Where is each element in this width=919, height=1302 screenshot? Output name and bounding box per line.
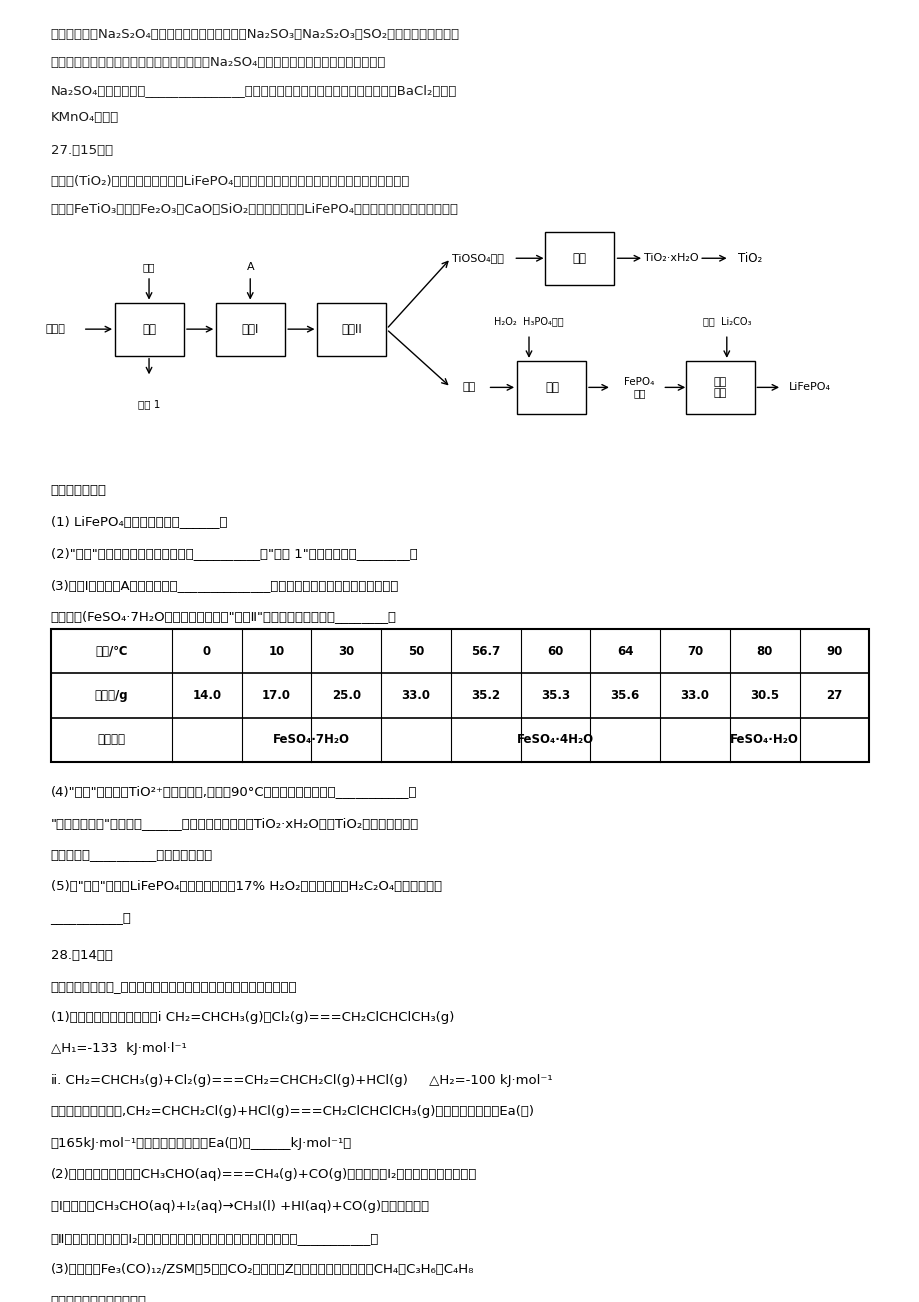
Text: 90: 90 — [825, 644, 842, 658]
Text: 回答下列问题：: 回答下列问题： — [51, 483, 107, 496]
Text: 30: 30 — [338, 644, 354, 658]
Text: 隔绝空气加热Na₂S₂O₄固体完全分解得到固体产物Na₂SO₃、Na₂S₂O₃和SO₂，但该兴趣小组没有: 隔绝空气加热Na₂S₂O₄固体完全分解得到固体产物Na₂SO₃、Na₂S₂O₃和… — [51, 27, 460, 40]
Text: 50: 50 — [407, 644, 424, 658]
Text: TiOSO₄溶液: TiOSO₄溶液 — [452, 254, 504, 263]
Text: 碳的化合物在工业_上应用广泛，下面有几种碳的化合物的具体应用：: 碳的化合物在工业_上应用广泛，下面有几种碳的化合物的具体应用： — [51, 980, 297, 993]
Text: 为165kJ·mol⁻¹，则正反应的活化能Ea(正)为______kJ·mol⁻¹。: 为165kJ·mol⁻¹，则正反应的活化能Ea(正)为______kJ·mol⁻… — [51, 1137, 351, 1150]
Text: 60: 60 — [547, 644, 563, 658]
Text: 35.6: 35.6 — [610, 689, 640, 702]
Bar — [317, 302, 386, 355]
Text: 草酸  Li₂CO₃: 草酸 Li₂CO₃ — [702, 316, 750, 327]
Text: 成分为FeTiO₃和少量Fe₂O₃、CaO、SiO₂）进行钛白粉和LiFePO₄的联合生产工艺如下图所示：: 成分为FeTiO₃和少量Fe₂O₃、CaO、SiO₂）进行钛白粉和LiFePO₄… — [51, 203, 458, 216]
Text: (1) LiFePO₄中铁的化合价是______。: (1) LiFePO₄中铁的化合价是______。 — [51, 516, 227, 529]
Text: 33.0: 33.0 — [401, 689, 430, 702]
Text: FePO₄
固体: FePO₄ 固体 — [623, 376, 654, 398]
Text: 33.0: 33.0 — [680, 689, 709, 702]
Text: Na₂SO₄。实验方案是_______________。（可选试剂：稀盐酸、稀硫酸、稀硝酸、BaCl₂溶液、: Na₂SO₄。实验方案是_______________。（可选试剂：稀盐酸、稀硫… — [51, 83, 457, 96]
Text: 35.3: 35.3 — [540, 689, 570, 702]
Text: TiO₂: TiO₂ — [737, 251, 761, 264]
Text: 酸浸: 酸浸 — [142, 323, 156, 336]
Text: 17.0: 17.0 — [262, 689, 290, 702]
Text: 温度/℃: 温度/℃ — [95, 644, 128, 658]
Text: 10: 10 — [268, 644, 284, 658]
Bar — [516, 361, 586, 414]
Text: 30.5: 30.5 — [749, 689, 778, 702]
Text: 溶解度/g: 溶解度/g — [95, 689, 128, 702]
Text: "转化后的滤液"可返回到______工序循环利用。煅烧TiO₂·xH₂O获得TiO₂会发黄，发黄的: "转化后的滤液"可返回到______工序循环利用。煅烧TiO₂·xH₂O获得Ti… — [51, 816, 418, 829]
Text: (4)"转化"利用的是TiO²⁺的水解过程,则其在90°C水解的离子方程式为___________。: (4)"转化"利用的是TiO²⁺的水解过程,则其在90°C水解的离子方程式为__… — [51, 785, 416, 798]
Text: 硫酸: 硫酸 — [142, 262, 155, 272]
Text: 27.（15分）: 27.（15分） — [51, 145, 113, 158]
Text: 做到完全隔绝空气，得到的固体产物中还含有Na₂SO₄。请设计实验证明该分解产物中含有: 做到完全隔绝空气，得到的固体产物中还含有Na₂SO₄。请设计实验证明该分解产物中… — [51, 56, 386, 69]
Text: (3)操作Ⅰ加入过量A物质的目的是______________；硫酸亚铁晶体的溶解度如表所示，: (3)操作Ⅰ加入过量A物质的目的是______________；硫酸亚铁晶体的溶… — [51, 578, 399, 591]
Text: 杂质可能是__________（填化学式）。: 杂质可能是__________（填化学式）。 — [51, 848, 212, 861]
Text: TiO₂·xH₂O: TiO₂·xH₂O — [643, 254, 698, 263]
Text: (1)已知下列热化学方程式：ⅰ CH₂=CHCH₃(g)＋Cl₂(g)===CH₂ClCHClCH₃(g): (1)已知下列热化学方程式：ⅰ CH₂=CHCH₃(g)＋Cl₂(g)===CH… — [51, 1012, 453, 1025]
Text: FeSO₄·H₂O: FeSO₄·H₂O — [730, 733, 799, 746]
Text: 操作II: 操作II — [341, 323, 361, 336]
Text: △H₁=-133  kJ·mol·l⁻¹: △H₁=-133 kJ·mol·l⁻¹ — [51, 1042, 187, 1055]
Text: 27: 27 — [825, 689, 842, 702]
Text: (2)查阅资料得知，反应CH₃CHO(aq)===CH₄(g)+CO(g)在含有少量I₂的溶液中分两步进行：: (2)查阅资料得知，反应CH₃CHO(aq)===CH₄(g)+CO(g)在含有… — [51, 1168, 476, 1181]
Text: 转化: 转化 — [572, 251, 586, 264]
Text: 64: 64 — [617, 644, 633, 658]
Bar — [115, 302, 184, 355]
Bar — [51, 629, 868, 762]
Text: 14.0: 14.0 — [192, 689, 221, 702]
Text: (5)由"沉铁"到制备LiFePO₄的过程中，所需17% H₂O₂溶液与草酸（H₂C₂O₄）的质量比是: (5)由"沉铁"到制备LiFePO₄的过程中，所需17% H₂O₂溶液与草酸（H… — [51, 880, 441, 893]
Bar — [544, 232, 614, 285]
Text: 沉铁: 沉铁 — [544, 381, 559, 395]
Text: 又已知在相同条件下,CH₂=CHCH₂Cl(g)+HCl(g)===CH₂ClCHClCH₃(g)的逆反应的活化能Ea(逆): 又已知在相同条件下,CH₂=CHCH₂Cl(g)+HCl(g)===CH₂ClC… — [51, 1105, 534, 1118]
Text: 滤渣 1: 滤渣 1 — [138, 398, 160, 409]
Text: 等副产物，反应过程如图。: 等副产物，反应过程如图。 — [51, 1295, 146, 1302]
Text: 析出晶体: 析出晶体 — [97, 733, 125, 746]
Text: 80: 80 — [755, 644, 772, 658]
Text: (3)用催化剂Fe₃(CO)₁₂/ZSM－5催化CO₂加氢合成Z烯的反应，所得产物含CH₄、C₃H₆、C₄H₈: (3)用催化剂Fe₃(CO)₁₂/ZSM－5催化CO₂加氢合成Z烯的反应，所得产… — [51, 1263, 473, 1276]
Text: 绿矾: 绿矾 — [462, 383, 475, 392]
Text: ___________。: ___________。 — [51, 911, 131, 924]
Text: 25.0: 25.0 — [332, 689, 360, 702]
Text: 钛铁矿: 钛铁矿 — [45, 324, 65, 335]
Bar — [686, 361, 754, 414]
Text: A: A — [246, 262, 254, 272]
Text: 70: 70 — [686, 644, 702, 658]
Text: H₂O₂  H₃PO₄溶液: H₂O₂ H₃PO₄溶液 — [494, 316, 563, 327]
Text: 其中绿矾(FeSO₄·7H₂O）容易被氧化，则"操作Ⅱ"包括真空加热浓缩、________。: 其中绿矾(FeSO₄·7H₂O）容易被氧化，则"操作Ⅱ"包括真空加热浓缩、___… — [51, 611, 396, 624]
Text: 56.7: 56.7 — [471, 644, 500, 658]
Text: ⅱ. CH₂=CHCH₃(g)+Cl₂(g)===CH₂=CHCH₂Cl(g)+HCl(g)     △H₂=-100 kJ·mol⁻¹: ⅱ. CH₂=CHCH₃(g)+Cl₂(g)===CH₂=CHCH₂Cl(g)+… — [51, 1074, 551, 1086]
Text: (2)"酸浸"中主要发生的化学方程式为__________；"滤渣 1"的主要成分有________。: (2)"酸浸"中主要发生的化学方程式为__________；"滤渣 1"的主要成… — [51, 547, 417, 560]
Text: FeSO₄·4H₂O: FeSO₄·4H₂O — [516, 733, 594, 746]
Text: LiFePO₄: LiFePO₄ — [788, 383, 830, 392]
Text: 操作I: 操作I — [242, 323, 258, 336]
Text: FeSO₄·7H₂O: FeSO₄·7H₂O — [273, 733, 349, 746]
Text: 第Ⅱ步为快反应。增大I₂的浓度能明显增大总反应的平均速率，理由为___________。: 第Ⅱ步为快反应。增大I₂的浓度能明显增大总反应的平均速率，理由为________… — [51, 1232, 379, 1245]
Text: 35.2: 35.2 — [471, 689, 500, 702]
Text: 第Ⅰ步反应为CH₃CHO(aq)+I₂(aq)→CH₃I(l) +HI(aq)+CO(g)（慢反应）；: 第Ⅰ步反应为CH₃CHO(aq)+I₂(aq)→CH₃I(l) +HI(aq)+… — [51, 1200, 428, 1213]
Text: 28.（14分）: 28.（14分） — [51, 949, 112, 962]
Bar — [216, 302, 285, 355]
Text: 固体
焙烧: 固体 焙烧 — [713, 376, 726, 398]
Text: 0: 0 — [202, 644, 210, 658]
Text: KMnO₄溶液）: KMnO₄溶液） — [51, 112, 119, 125]
Text: 钛白粉(TiO₂)是重要的白色颜料，LiFePO₄是锂离子电池的正极材料。一种利用钛铁矿（主要: 钛白粉(TiO₂)是重要的白色颜料，LiFePO₄是锂离子电池的正极材料。一种利… — [51, 174, 410, 187]
